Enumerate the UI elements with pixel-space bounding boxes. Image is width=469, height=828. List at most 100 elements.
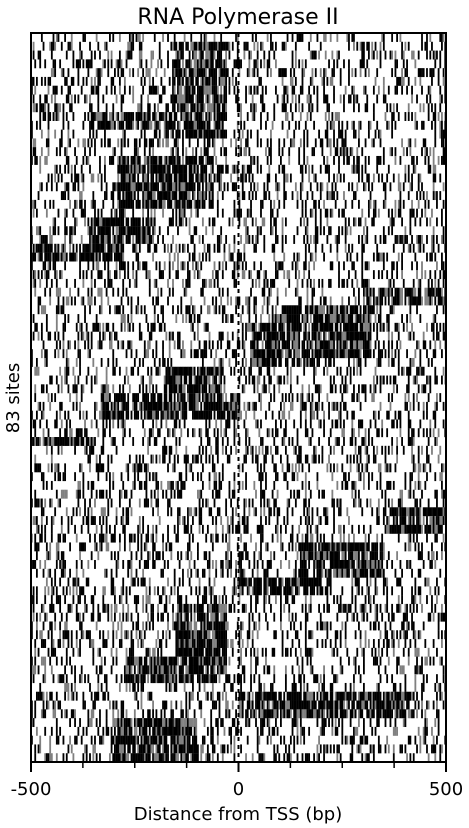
- heatmap-cell: [283, 103, 285, 112]
- heatmap-cell: [63, 472, 65, 481]
- heatmap-cell: [338, 349, 340, 358]
- heatmap-cell: [190, 402, 192, 411]
- heatmap-cell: [159, 270, 161, 279]
- heatmap-cell: [317, 226, 319, 235]
- heatmap-cell: [298, 314, 300, 323]
- heatmap-cell: [225, 235, 227, 244]
- heatmap-cell: [248, 86, 250, 95]
- heatmap-cell: [395, 86, 397, 95]
- heatmap-cell: [204, 200, 206, 209]
- heatmap-cell: [278, 376, 280, 385]
- heatmap-cell: [122, 235, 124, 244]
- heatmap-cell: [177, 165, 179, 174]
- heatmap-cell: [48, 463, 50, 472]
- heatmap-cell: [315, 332, 317, 341]
- heatmap-cell: [298, 332, 300, 341]
- heatmap-cell: [428, 455, 430, 464]
- heatmap-cell: [164, 411, 166, 420]
- heatmap-cell: [245, 358, 247, 367]
- heatmap-cell: [209, 253, 211, 262]
- heatmap-cell: [331, 314, 333, 323]
- heatmap-cell: [74, 174, 76, 183]
- heatmap-cell: [194, 393, 196, 402]
- heatmap-cell: [199, 340, 201, 349]
- heatmap-cell: [340, 130, 342, 139]
- heatmap-cell: [89, 463, 91, 472]
- heatmap-cell: [376, 446, 378, 455]
- heatmap-cell: [260, 314, 262, 323]
- heatmap-cell: [288, 279, 290, 288]
- heatmap-cell: [257, 156, 259, 165]
- heatmap-cell: [288, 156, 290, 165]
- heatmap-cell: [175, 419, 177, 428]
- heatmap-cell: [152, 253, 154, 262]
- heatmap-cell: [222, 112, 224, 121]
- heatmap-cell: [383, 235, 385, 244]
- heatmap-cell: [132, 393, 134, 402]
- heatmap-cell: [202, 253, 204, 262]
- heatmap-cell: [222, 103, 224, 112]
- heatmap-cell: [388, 121, 390, 130]
- heatmap-cell: [262, 86, 264, 95]
- heatmap-cell: [87, 340, 89, 349]
- heatmap-cell: [149, 472, 151, 481]
- heatmap-cell: [443, 261, 445, 270]
- heatmap-cell: [336, 340, 338, 349]
- heatmap-cell: [116, 270, 118, 279]
- heatmap-cell: [69, 244, 71, 253]
- heatmap-cell: [137, 411, 139, 420]
- heatmap-cell: [132, 244, 134, 253]
- heatmap-cell: [358, 130, 360, 139]
- heatmap-cell: [131, 121, 133, 130]
- heatmap-cell: [368, 279, 370, 288]
- heatmap-cell: [285, 305, 287, 314]
- heatmap-cell: [263, 217, 265, 226]
- heatmap-cell: [172, 209, 174, 218]
- heatmap-cell: [207, 138, 209, 147]
- heatmap-cell: [438, 332, 440, 341]
- heatmap-cell: [154, 86, 156, 95]
- heatmap-cell: [92, 446, 94, 455]
- heatmap-cell: [273, 103, 275, 112]
- heatmap-cell: [278, 358, 280, 367]
- heatmap-cell: [200, 191, 202, 200]
- heatmap-cell: [317, 305, 319, 314]
- heatmap-cell: [109, 411, 111, 420]
- heatmap-cell: [413, 455, 415, 464]
- heatmap-cell: [418, 279, 420, 288]
- heatmap-cell: [200, 156, 202, 165]
- heatmap-cell: [409, 182, 411, 191]
- heatmap-cell: [142, 226, 144, 235]
- heatmap-cell: [219, 402, 221, 411]
- heatmap-cell: [388, 411, 390, 420]
- heatmap-cell: [205, 59, 207, 68]
- heatmap-cell: [101, 226, 103, 235]
- heatmap-cell: [154, 305, 156, 314]
- heatmap-cell: [114, 217, 116, 226]
- heatmap-cell: [199, 156, 201, 165]
- heatmap-cell: [61, 86, 63, 95]
- heatmap-cell: [388, 226, 390, 235]
- heatmap-cell: [159, 121, 161, 130]
- heatmap-cell: [205, 112, 207, 121]
- heatmap-cell: [167, 174, 169, 183]
- heatmap-cell: [351, 411, 353, 420]
- heatmap-cell: [215, 77, 217, 86]
- heatmap-cell: [313, 411, 315, 420]
- heatmap-cell: [336, 174, 338, 183]
- heatmap-cell: [117, 305, 119, 314]
- heatmap-cell: [172, 191, 174, 200]
- heatmap-cell: [117, 182, 119, 191]
- heatmap-cell: [214, 77, 216, 86]
- heatmap-cell: [220, 428, 222, 437]
- heatmap-cell: [34, 59, 36, 68]
- heatmap-cell: [378, 314, 380, 323]
- heatmap-cell: [278, 200, 280, 209]
- heatmap-cell: [91, 112, 93, 121]
- heatmap-cell: [396, 59, 398, 68]
- heatmap-cell: [358, 446, 360, 455]
- heatmap-cell: [333, 138, 335, 147]
- heatmap-cell: [333, 402, 335, 411]
- heatmap-cell: [66, 376, 68, 385]
- heatmap-cell: [180, 261, 182, 270]
